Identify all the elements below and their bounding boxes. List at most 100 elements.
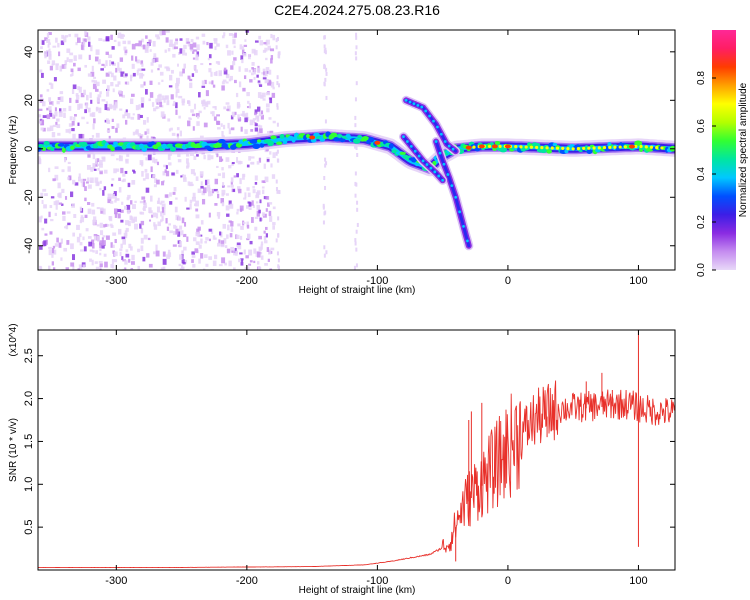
noise-point: [72, 133, 76, 140]
noise-point: [270, 247, 275, 251]
noise-point: [105, 101, 108, 107]
noise-point: [105, 223, 108, 227]
snr-x-tick: -200: [236, 330, 258, 587]
noise-point: [109, 223, 113, 227]
noise-point: [187, 43, 191, 47]
noise-point: [79, 233, 82, 238]
noise-point: [231, 50, 234, 55]
noise-point: [49, 101, 53, 105]
noise-point: [172, 231, 176, 235]
noise-point: [146, 253, 150, 258]
noise-point: [99, 240, 104, 246]
noise-point: [44, 218, 48, 224]
noise-point: [49, 109, 52, 113]
noise-point: [144, 205, 148, 208]
noise-point: [141, 63, 144, 67]
band-blob: [333, 136, 341, 142]
noise-point: [234, 111, 237, 115]
noise-point: [225, 81, 229, 84]
noise-point: [56, 237, 59, 243]
noise-point: [187, 75, 191, 80]
noise-point: [221, 85, 225, 91]
noise-point: [197, 115, 200, 119]
noise-point: [268, 249, 272, 255]
noise-point: [243, 75, 247, 80]
noise-point: [145, 35, 148, 39]
noise-point: [264, 176, 269, 183]
branch-blob: [446, 173, 450, 176]
snr-y-axis-label: SNR (10 * v/v): [8, 418, 19, 482]
noise-point: [183, 177, 187, 182]
noise-point: [120, 219, 124, 223]
noise-point: [203, 107, 206, 110]
noise-point: [58, 202, 63, 205]
noise-point: [234, 32, 237, 38]
noise-point: [125, 253, 130, 258]
noise-point: [191, 113, 196, 117]
noise-point: [116, 198, 120, 201]
noise-point: [161, 79, 164, 83]
noise-point: [112, 264, 115, 269]
noise-point: [166, 66, 170, 70]
noise-point: [95, 107, 99, 112]
peak-highlight: [488, 144, 492, 148]
noise-point: [200, 238, 203, 244]
noise-point: [168, 85, 173, 88]
noise-point: [206, 187, 211, 192]
noise-point: [75, 42, 78, 46]
noise-point: [98, 163, 103, 168]
noise-point: [150, 62, 154, 66]
noise-point: [164, 194, 169, 198]
noise-point: [97, 163, 100, 167]
noise-point: [148, 263, 153, 268]
noise-point: [262, 77, 267, 80]
noise-point: [195, 176, 199, 181]
noise-point: [78, 133, 83, 139]
noise-point: [243, 52, 247, 57]
noise-point: [113, 39, 117, 42]
noise-point: [99, 263, 103, 268]
noise-point: [62, 211, 66, 215]
peak-highlight: [660, 146, 664, 150]
noise-point: [213, 38, 218, 44]
noise-point: [275, 151, 278, 156]
noise-point: [192, 57, 196, 60]
colorbar-gradient: [712, 30, 736, 270]
spectrogram-x-tick: -100: [366, 30, 388, 287]
noise-point: [75, 93, 79, 97]
band-blob: [259, 142, 265, 148]
noise-point: [193, 103, 197, 110]
noise-point: [80, 215, 84, 218]
noise-point: [153, 224, 158, 230]
noise-point: [127, 40, 131, 45]
noise-point: [240, 259, 244, 263]
noise-point: [124, 73, 128, 77]
noise-point: [81, 116, 85, 120]
noise-point: [54, 212, 58, 216]
noise-point: [208, 81, 213, 85]
noise-point: [237, 186, 241, 191]
noise-point: [78, 176, 81, 182]
band-blob: [201, 141, 208, 147]
noise-point: [131, 254, 135, 261]
snr-frame: [37, 329, 676, 571]
peak-highlight: [623, 145, 627, 149]
noise-point: [74, 182, 79, 186]
noise-point: [68, 123, 73, 127]
noise-point: [322, 220, 325, 225]
noise-point: [119, 57, 124, 62]
noise-point: [124, 267, 127, 270]
colorbar-tick-label: 0.2: [696, 215, 707, 229]
noise-point: [69, 74, 73, 77]
noise-point: [52, 245, 56, 249]
noise-point: [225, 205, 230, 211]
noise-point: [129, 76, 133, 82]
peak-highlight: [644, 145, 648, 149]
noise-point: [59, 91, 64, 95]
noise-point: [173, 187, 177, 192]
noise-point: [198, 110, 202, 114]
noise-point: [186, 41, 191, 44]
band-blob: [564, 149, 569, 154]
noise-point: [129, 246, 133, 251]
noise-point: [223, 67, 227, 72]
